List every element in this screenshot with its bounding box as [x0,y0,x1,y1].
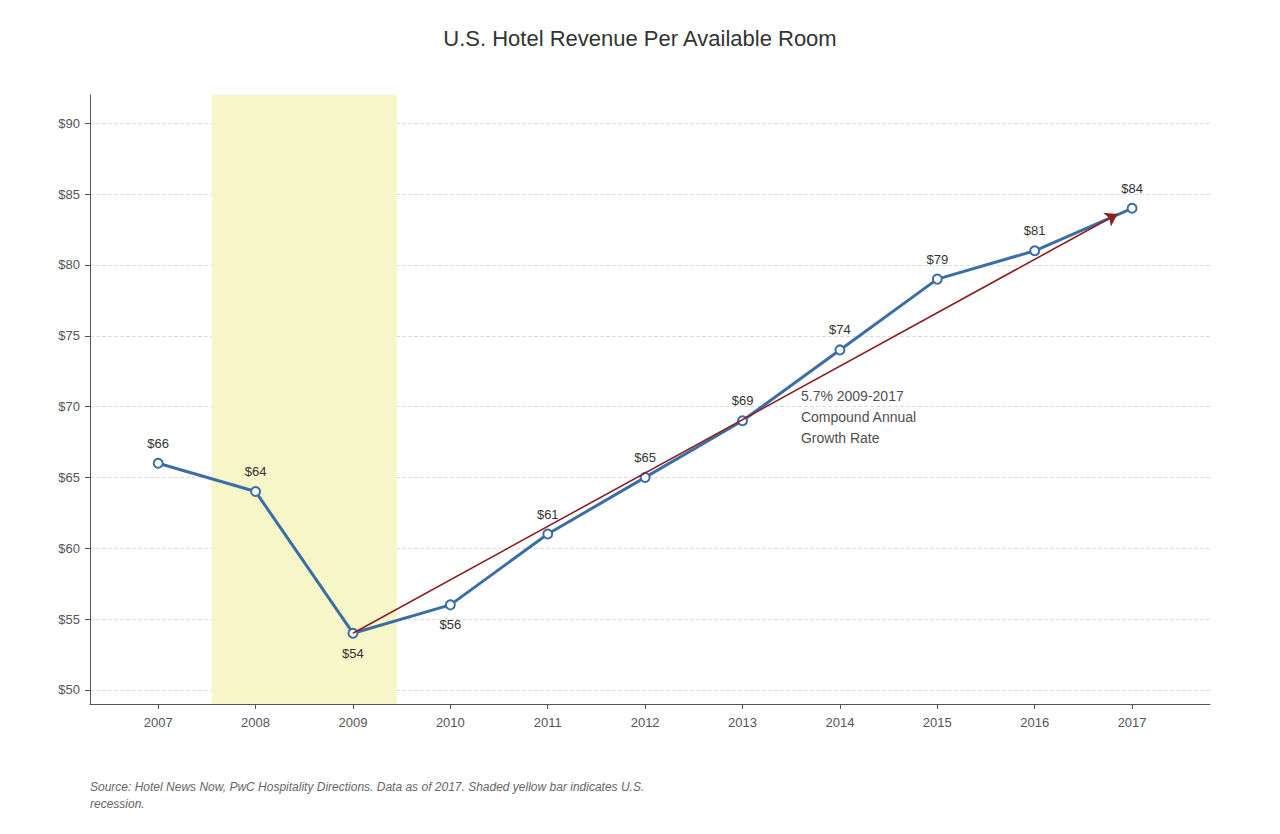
svg-text:$60: $60 [58,541,80,556]
svg-text:2009: 2009 [338,715,367,730]
svg-text:recession.: recession. [90,797,145,811]
svg-text:$55: $55 [58,612,80,627]
svg-text:$61: $61 [537,507,559,522]
svg-text:U.S. Hotel Revenue Per Availab: U.S. Hotel Revenue Per Available Room [443,26,836,51]
svg-text:2016: 2016 [1020,715,1049,730]
svg-text:$70: $70 [58,399,80,414]
svg-text:2015: 2015 [923,715,952,730]
svg-text:$74: $74 [829,322,851,337]
svg-text:$50: $50 [58,682,80,697]
svg-text:2008: 2008 [241,715,270,730]
svg-text:$80: $80 [58,257,80,272]
svg-text:$90: $90 [58,116,80,131]
svg-text:$65: $65 [58,470,80,485]
svg-text:2013: 2013 [728,715,757,730]
svg-text:$65: $65 [634,450,656,465]
svg-text:$69: $69 [732,393,754,408]
svg-text:$84: $84 [1121,181,1143,196]
svg-text:Compound Annual: Compound Annual [801,409,916,425]
svg-text:$56: $56 [439,617,461,632]
svg-text:$75: $75 [58,328,80,343]
svg-text:2007: 2007 [144,715,173,730]
svg-text:$54: $54 [342,646,364,661]
svg-text:Growth Rate: Growth Rate [801,430,880,446]
svg-text:$85: $85 [58,187,80,202]
svg-text:2012: 2012 [631,715,660,730]
svg-text:$81: $81 [1024,223,1046,238]
svg-text:$64: $64 [245,464,267,479]
svg-text:5.7% 2009-2017: 5.7% 2009-2017 [801,388,904,404]
svg-text:$79: $79 [926,252,948,267]
svg-text:2017: 2017 [1118,715,1147,730]
svg-text:Source: Hotel News Now, PwC Ho: Source: Hotel News Now, PwC Hospitality … [90,780,644,794]
svg-text:2014: 2014 [825,715,854,730]
svg-text:2010: 2010 [436,715,465,730]
svg-text:$66: $66 [147,436,169,451]
svg-text:2011: 2011 [534,715,562,730]
